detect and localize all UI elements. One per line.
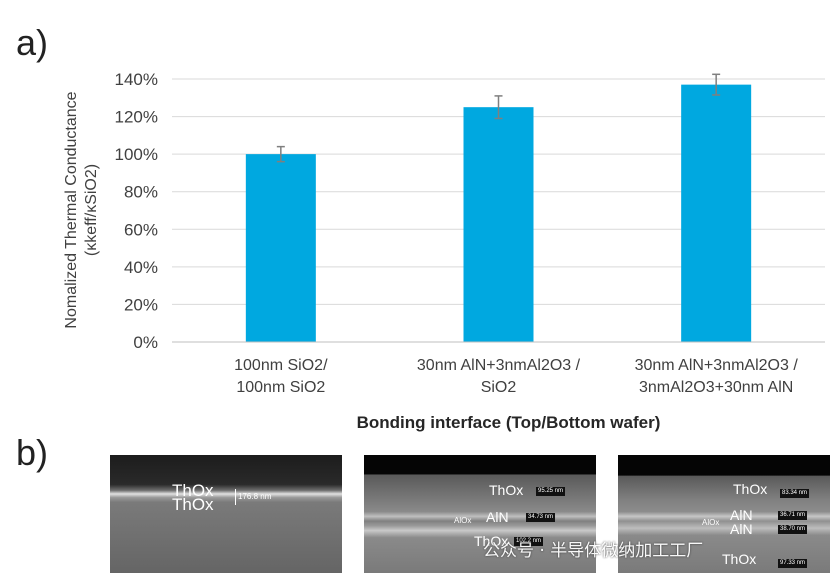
sem2-measurement-3: 102.2 nm — [514, 537, 544, 546]
sem1-label-2: ThOx — [172, 495, 214, 514]
bar — [245, 154, 316, 342]
sem1-measurement-1: 176.8 nm — [238, 492, 272, 501]
x-tick-label: SiO2 — [481, 379, 517, 396]
sem3-label-2: AlOx — [702, 518, 720, 527]
y-tick-label: 0% — [133, 333, 158, 352]
y-tick-label: 80% — [124, 183, 158, 202]
sem3-measurement-4: 97.33 nm — [778, 559, 808, 568]
x-tick-label: 30nm AlN+3nmAl2O3 / — [635, 357, 799, 374]
panel-b-label: b) — [16, 432, 49, 473]
y-tick-label: 40% — [124, 258, 158, 277]
x-tick-label: 100nm SiO2/ — [234, 357, 328, 374]
x-tick-label: 3nmAl2O3+30nm AlN — [639, 379, 793, 396]
sem3-measurement-2: 36.71 nm — [778, 511, 808, 520]
x-tick-label: 100nm SiO2 — [236, 379, 325, 396]
sem2-measurement-2: 34.73 nm — [526, 513, 556, 522]
watermark-text: 公众号 · 半导体微纳加工工厂 — [483, 541, 704, 561]
y-tick-label: 20% — [124, 295, 158, 314]
sem-image-3: ThOx 83.34 nm AlOx AlN 36.71 nm AlN 38.7… — [618, 455, 830, 573]
sem3-label-5: ThOx — [722, 551, 757, 567]
y-tick-label: 60% — [124, 220, 158, 239]
y-tick-label: 100% — [115, 145, 158, 164]
bar-chart: 0% 20% 40% 60% 80% 100% 120% 140% 100nm SiO2/100… — [63, 70, 825, 432]
sem1-label-1: ThOx — [172, 481, 214, 500]
sem3-label-1: ThOx — [733, 481, 768, 497]
sem3-label-4: AlN — [730, 521, 753, 537]
x-tick-label: 30nm AlN+3nmAl2O3 / — [417, 357, 581, 374]
sem3-measurement-3: 38.70 nm — [778, 525, 808, 534]
sem-image-2: ThOx 95.25 nm AlOx AlN 34.73 nm ThOx 102… — [364, 455, 596, 573]
sem2-measurement-1: 95.25 nm — [536, 487, 566, 496]
x-axis-title: Bonding interface (Top/Bottom wafer) — [357, 413, 661, 432]
sem3-measurement-1: 83.34 nm — [780, 489, 810, 498]
sem2-label-3: AlN — [486, 509, 509, 525]
y-axis-subtitle: (κkeff/κSiO2) — [83, 164, 100, 256]
bar — [681, 84, 752, 342]
sem2-label-1: ThOx — [489, 482, 524, 498]
sem2-label-4: ThOx — [474, 533, 509, 549]
y-axis-title: Nomalized Thermal Conductance — [63, 91, 80, 328]
sem2-label-2: AlOx — [454, 516, 472, 525]
sem3-label-3: AlN — [730, 507, 753, 523]
panel-a-label: a) — [16, 22, 49, 63]
sem1-measure-line — [235, 489, 236, 505]
y-tick-label: 140% — [115, 70, 158, 89]
sem-image-1: ThOx ThOx 176.8 nm — [110, 455, 342, 573]
y-tick-label: 120% — [115, 108, 158, 127]
bar — [463, 107, 534, 342]
